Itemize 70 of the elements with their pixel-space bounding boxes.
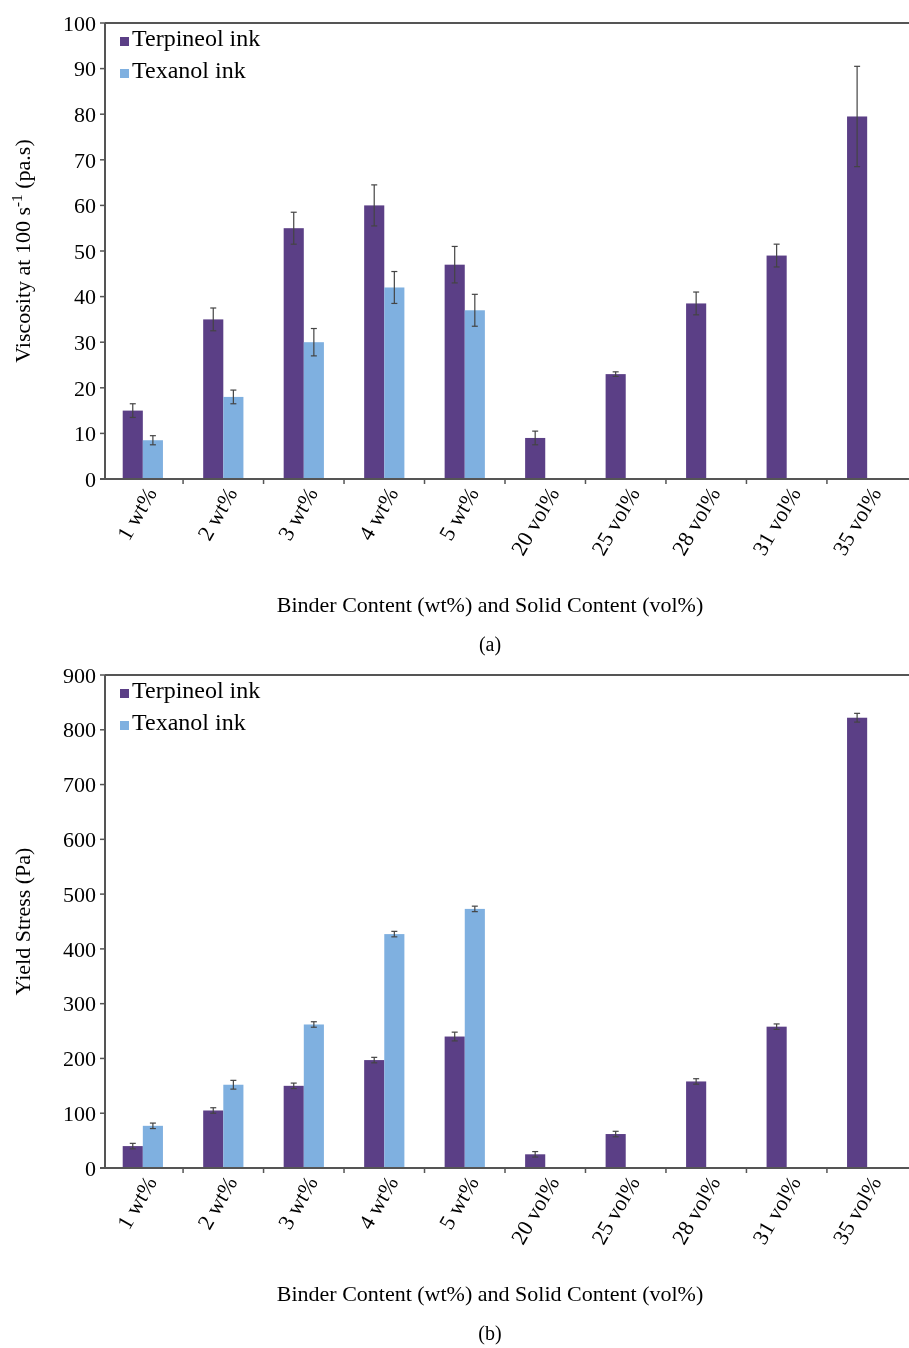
- legend-label: Terpineol ink: [132, 677, 261, 703]
- x-tick-label: 5 wt%: [433, 482, 484, 545]
- bar: [766, 1026, 787, 1168]
- bar: [384, 287, 405, 479]
- y-axis-title: Yield Stress (Pa): [10, 847, 35, 996]
- x-axis-title: Binder Content (wt%) and Solid Content (vol%): [276, 592, 704, 617]
- x-tick-label: 2 wt%: [192, 482, 243, 545]
- bar: [364, 205, 385, 479]
- bar: [464, 908, 485, 1168]
- bar: [384, 934, 405, 1168]
- y-tick-label: 600: [63, 827, 96, 853]
- bar: [303, 1024, 324, 1168]
- y-tick-label: 0: [85, 1155, 96, 1181]
- bar: [605, 374, 626, 479]
- y-tick-label: 800: [63, 717, 96, 743]
- x-axis-title: Binder Content (wt%) and Solid Content (vol%): [276, 1281, 704, 1306]
- x-tick-label: 2 wt%: [192, 1171, 243, 1234]
- y-tick-label: 30: [74, 329, 96, 355]
- bar: [444, 264, 465, 479]
- x-tick-label: 5 wt%: [433, 1171, 484, 1234]
- legend-label: Texanol ink: [132, 709, 246, 735]
- y-tick-label: 100: [63, 1100, 96, 1126]
- y-tick-label: 40: [74, 284, 96, 310]
- y-tick-label: 90: [74, 56, 96, 82]
- bar: [444, 1036, 465, 1168]
- legend-label: Terpineol ink: [132, 25, 261, 51]
- x-tick-label: 4 wt%: [353, 482, 404, 545]
- x-tick-label: 3 wt%: [272, 482, 323, 545]
- bar: [847, 116, 868, 479]
- bar: [203, 1110, 224, 1168]
- y-tick-label: 200: [63, 1046, 96, 1072]
- bar: [686, 1081, 707, 1168]
- bar: [283, 228, 304, 479]
- y-tick-label: 50: [74, 238, 96, 264]
- bar: [122, 1146, 143, 1168]
- y-tick-label: 0: [85, 466, 96, 492]
- y-tick-label: 20: [74, 375, 96, 401]
- bar: [283, 1085, 304, 1168]
- bar: [122, 410, 143, 479]
- bar: [303, 342, 324, 479]
- y-tick-label: 700: [63, 772, 96, 798]
- bar: [766, 255, 787, 479]
- bar: [464, 310, 485, 479]
- bar: [525, 1154, 546, 1168]
- bar: [364, 1060, 385, 1168]
- y-tick-label: 80: [74, 101, 96, 127]
- bar: [223, 396, 244, 479]
- bar: [223, 1084, 244, 1168]
- text: (b): [478, 1322, 502, 1345]
- y-tick-label: 400: [63, 936, 96, 962]
- x-tick-label: 4 wt%: [353, 1171, 404, 1234]
- bar: [605, 1134, 626, 1168]
- bar: [142, 1125, 163, 1168]
- bar: [203, 319, 224, 479]
- y-tick-label: 500: [63, 881, 96, 907]
- y-tick-label: 100: [63, 10, 96, 36]
- y-tick-label: 300: [63, 991, 96, 1017]
- bar: [525, 437, 546, 479]
- x-tick-label: 3 wt%: [272, 1171, 323, 1234]
- bar: [686, 303, 707, 479]
- x-tick-label: 1 wt%: [111, 482, 162, 545]
- text: (a): [478, 633, 502, 656]
- y-tick-label: 70: [74, 147, 96, 173]
- legend-label: Texanol ink: [132, 57, 246, 83]
- bar: [847, 717, 868, 1168]
- x-tick-label: 1 wt%: [111, 1171, 162, 1234]
- bar: [142, 440, 163, 479]
- y-tick-label: 900: [63, 662, 96, 688]
- y-tick-label: 10: [74, 421, 96, 447]
- y-tick-label: 60: [74, 193, 96, 219]
